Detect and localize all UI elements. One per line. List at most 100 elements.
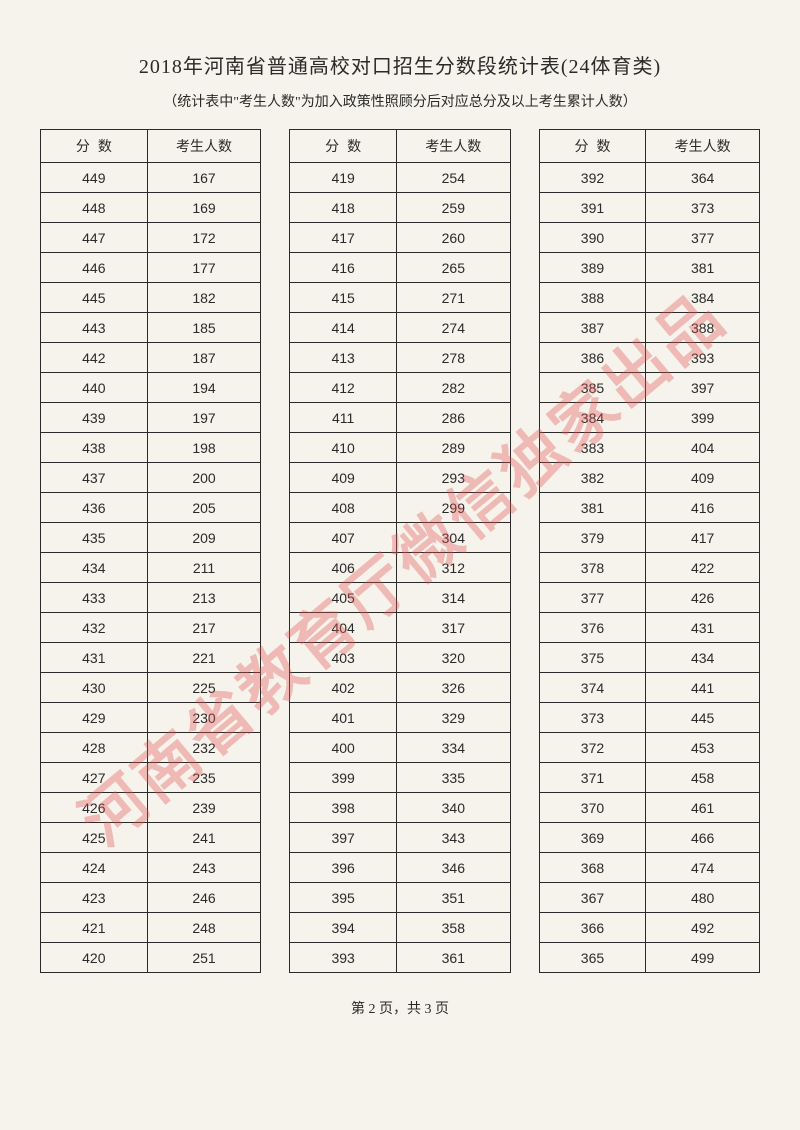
score-cell: 412 — [290, 373, 397, 403]
count-cell: 358 — [396, 913, 510, 943]
table-row: 403320 — [290, 643, 510, 673]
score-cell: 436 — [41, 493, 148, 523]
count-cell: 185 — [147, 313, 261, 343]
table-row: 406312 — [290, 553, 510, 583]
score-cell: 390 — [539, 223, 646, 253]
table-row: 386393 — [539, 343, 759, 373]
score-cell: 399 — [290, 763, 397, 793]
count-cell: 299 — [396, 493, 510, 523]
score-cell: 378 — [539, 553, 646, 583]
table-row: 446177 — [41, 253, 261, 283]
count-cell: 445 — [646, 703, 760, 733]
count-cell: 282 — [396, 373, 510, 403]
score-cell: 396 — [290, 853, 397, 883]
score-cell: 433 — [41, 583, 148, 613]
score-header: 分数 — [539, 130, 646, 163]
table-row: 370461 — [539, 793, 759, 823]
table-row: 366492 — [539, 913, 759, 943]
table-row: 393361 — [290, 943, 510, 973]
score-header: 分数 — [290, 130, 397, 163]
count-cell: 492 — [646, 913, 760, 943]
count-cell: 217 — [147, 613, 261, 643]
count-cell: 404 — [646, 433, 760, 463]
score-cell: 377 — [539, 583, 646, 613]
table-row: 405314 — [290, 583, 510, 613]
count-cell: 187 — [147, 343, 261, 373]
score-cell: 434 — [41, 553, 148, 583]
table-row: 401329 — [290, 703, 510, 733]
table-1-body: 4491674481694471724461774451824431854421… — [41, 163, 261, 973]
table-row: 399335 — [290, 763, 510, 793]
score-cell: 430 — [41, 673, 148, 703]
table-row: 404317 — [290, 613, 510, 643]
count-cell: 320 — [396, 643, 510, 673]
score-cell: 421 — [41, 913, 148, 943]
table-row: 432217 — [41, 613, 261, 643]
score-cell: 448 — [41, 193, 148, 223]
table-row: 436205 — [41, 493, 261, 523]
table-row: 375434 — [539, 643, 759, 673]
count-cell: 177 — [147, 253, 261, 283]
table-row: 368474 — [539, 853, 759, 883]
count-cell: 211 — [147, 553, 261, 583]
table-row: 445182 — [41, 283, 261, 313]
score-cell: 442 — [41, 343, 148, 373]
score-cell: 419 — [290, 163, 397, 193]
count-header: 考生人数 — [147, 130, 261, 163]
score-cell: 414 — [290, 313, 397, 343]
table-header-row: 分数 考生人数 — [539, 130, 759, 163]
count-cell: 466 — [646, 823, 760, 853]
score-cell: 424 — [41, 853, 148, 883]
table-row: 415271 — [290, 283, 510, 313]
count-cell: 461 — [646, 793, 760, 823]
table-row: 377426 — [539, 583, 759, 613]
count-cell: 458 — [646, 763, 760, 793]
score-cell: 400 — [290, 733, 397, 763]
score-cell: 432 — [41, 613, 148, 643]
score-cell: 410 — [290, 433, 397, 463]
score-cell: 367 — [539, 883, 646, 913]
count-cell: 312 — [396, 553, 510, 583]
count-cell: 286 — [396, 403, 510, 433]
table-row: 435209 — [41, 523, 261, 553]
table-row: 447172 — [41, 223, 261, 253]
count-cell: 271 — [396, 283, 510, 313]
count-cell: 239 — [147, 793, 261, 823]
count-cell: 304 — [396, 523, 510, 553]
score-cell: 376 — [539, 613, 646, 643]
score-cell: 438 — [41, 433, 148, 463]
score-header: 分数 — [41, 130, 148, 163]
table-row: 449167 — [41, 163, 261, 193]
score-cell: 418 — [290, 193, 397, 223]
count-cell: 243 — [147, 853, 261, 883]
score-cell: 443 — [41, 313, 148, 343]
score-cell: 389 — [539, 253, 646, 283]
table-2-body: 4192544182594172604162654152714142744132… — [290, 163, 510, 973]
count-cell: 251 — [147, 943, 261, 973]
score-cell: 417 — [290, 223, 397, 253]
score-cell: 429 — [41, 703, 148, 733]
table-row: 409293 — [290, 463, 510, 493]
table-row: 396346 — [290, 853, 510, 883]
score-cell: 397 — [290, 823, 397, 853]
count-cell: 241 — [147, 823, 261, 853]
count-cell: 426 — [646, 583, 760, 613]
count-cell: 397 — [646, 373, 760, 403]
score-cell: 415 — [290, 283, 397, 313]
count-cell: 351 — [396, 883, 510, 913]
table-row: 443185 — [41, 313, 261, 343]
count-cell: 453 — [646, 733, 760, 763]
count-cell: 274 — [396, 313, 510, 343]
count-cell: 209 — [147, 523, 261, 553]
score-cell: 395 — [290, 883, 397, 913]
table-row: 423246 — [41, 883, 261, 913]
table-row: 390377 — [539, 223, 759, 253]
page-subtitle: （统计表中"考生人数"为加入政策性照顾分后对应总分及以上考生累计人数） — [40, 91, 760, 111]
score-cell: 393 — [290, 943, 397, 973]
score-cell: 431 — [41, 643, 148, 673]
score-cell: 409 — [290, 463, 397, 493]
table-row: 384399 — [539, 403, 759, 433]
table-row: 440194 — [41, 373, 261, 403]
score-cell: 427 — [41, 763, 148, 793]
table-row: 412282 — [290, 373, 510, 403]
